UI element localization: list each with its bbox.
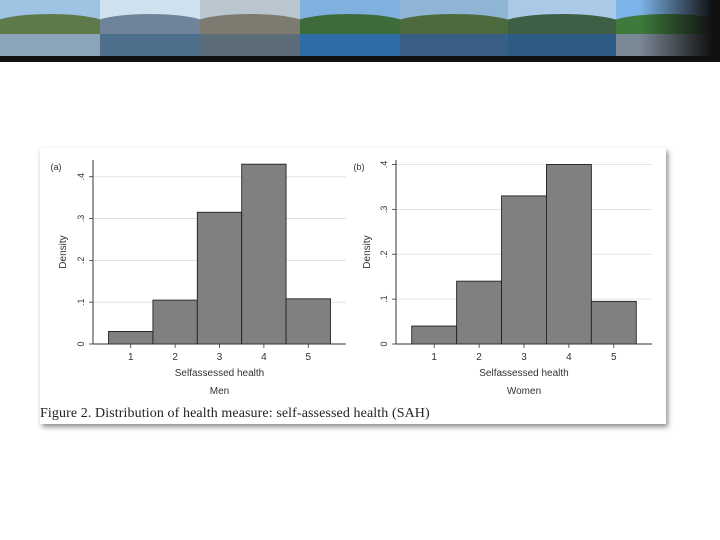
y-axis-label: Density	[58, 235, 69, 268]
panel-tag: (a)	[51, 162, 62, 172]
x-axis-label: Selfassessed health	[479, 368, 569, 379]
y-axis-label: Density	[362, 235, 373, 268]
x-tick-label: 1	[128, 352, 134, 363]
banner-photo	[0, 0, 100, 56]
x-tick-label: 1	[431, 352, 437, 363]
histogram-bar	[196, 211, 243, 345]
x-tick-label: 4	[261, 352, 267, 363]
histogram-bar	[108, 331, 154, 345]
histogram-bar	[152, 299, 198, 345]
banner-photo	[508, 0, 616, 56]
banner-fade	[640, 0, 720, 56]
histogram-figure: 0 .1 .2 .3 .4 1 2 3 4 5 Density Selfassessed health…	[51, 160, 652, 397]
banner-photo	[400, 0, 508, 56]
histogram-bar	[590, 300, 637, 345]
histogram-bar	[411, 325, 458, 345]
x-tick-label: 4	[566, 352, 572, 363]
y-tick-label: 0	[76, 341, 86, 346]
figure-card: 0 .1 .2 .3 .4 1 2 3 4 5 Density Selfassessed health…	[40, 148, 666, 424]
photo-banner	[0, 0, 720, 56]
y-tick-label: .1	[76, 298, 86, 306]
y-tick-label: .2	[76, 257, 86, 265]
y-tick-label: .4	[379, 161, 389, 169]
histogram-bar	[456, 280, 502, 345]
banner-photo	[100, 0, 200, 56]
x-tick-label: 2	[476, 352, 482, 363]
x-tick-label: 3	[521, 352, 527, 363]
x-tick-label: 5	[611, 352, 617, 363]
panel-tag: (b)	[354, 162, 365, 172]
x-tick-label: 5	[305, 352, 311, 363]
y-tick-label: .2	[379, 250, 389, 258]
chart-subtitle: Women	[507, 386, 541, 397]
banner-photo	[300, 0, 400, 56]
x-tick-label: 3	[217, 352, 223, 363]
histogram-bar	[285, 298, 331, 345]
y-tick-label: 0	[379, 341, 389, 346]
y-tick-label: .1	[379, 295, 389, 303]
histogram-bar	[241, 163, 287, 345]
y-tick-label: .3	[76, 215, 86, 223]
chart-subtitle: Men	[210, 386, 229, 397]
banner-photo	[200, 0, 300, 56]
histogram-bar	[501, 195, 547, 345]
y-tick-label: .3	[379, 206, 389, 214]
y-tick-label: .4	[76, 173, 86, 181]
x-axis-label: Selfassessed health	[175, 368, 265, 379]
histogram-bar	[546, 164, 592, 345]
banner-bar	[0, 56, 720, 62]
figure-caption: Figure 2. Distribution of health measure…	[40, 406, 430, 421]
x-tick-label: 2	[172, 352, 178, 363]
